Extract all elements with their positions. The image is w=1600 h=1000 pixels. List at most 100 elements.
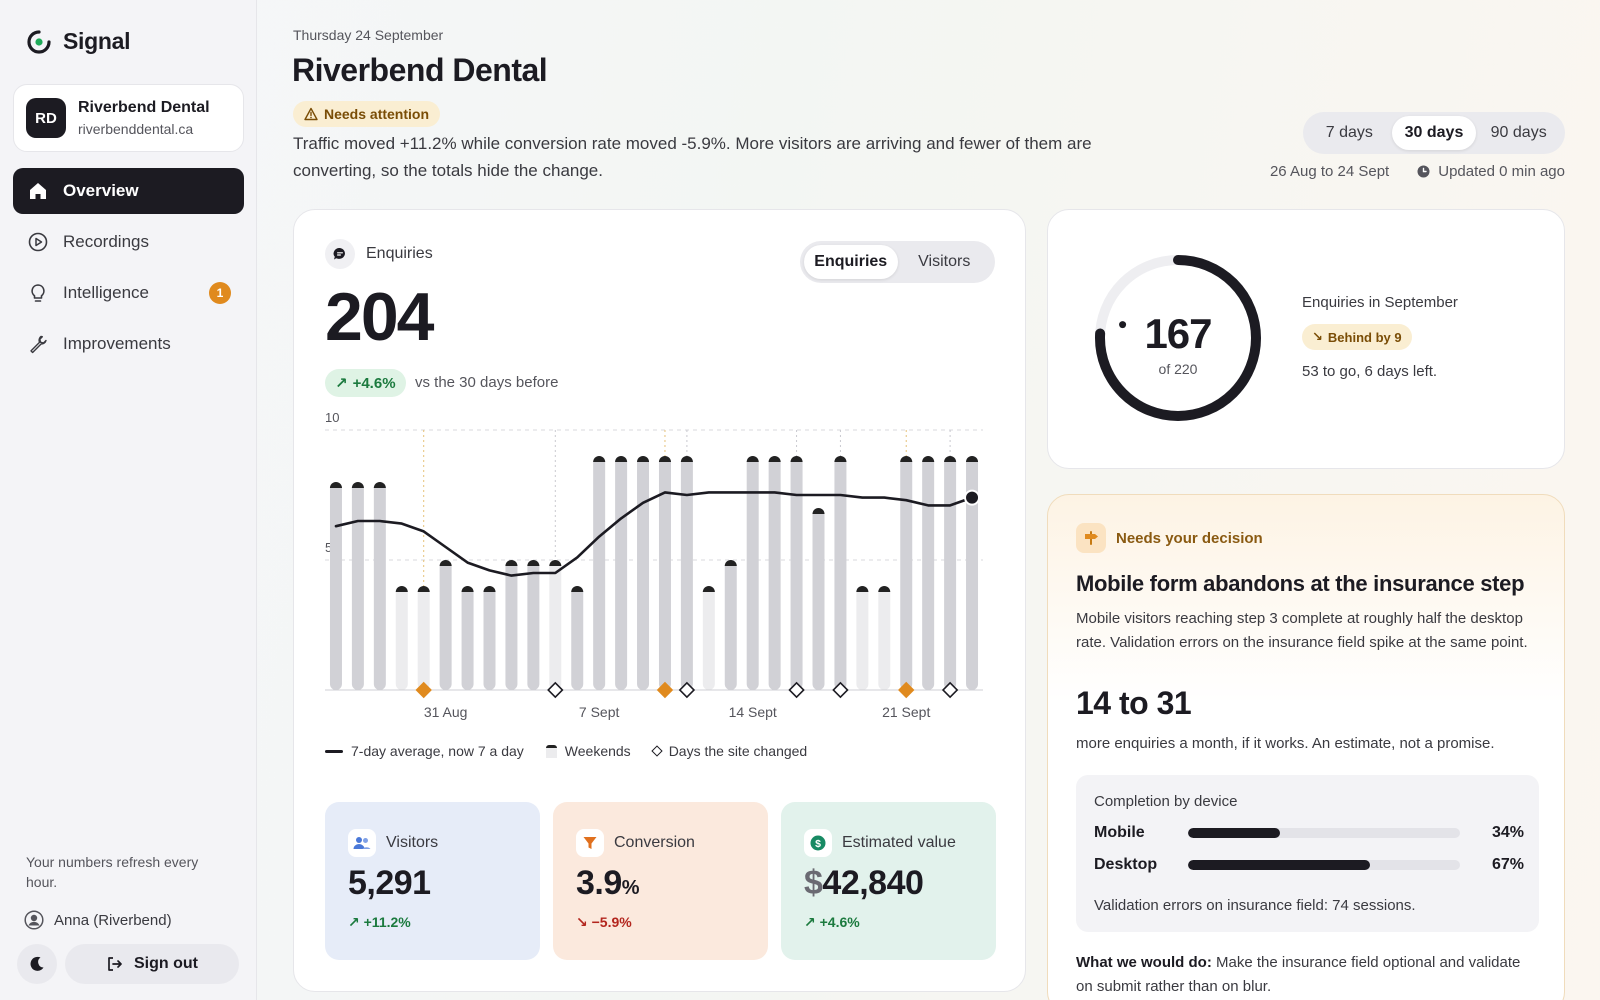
day-bar [637,456,650,690]
nav-item-overview[interactable]: Overview [13,168,244,214]
site-change-marker [547,681,564,699]
metric-toggle: Enquiries Visitors [800,241,995,283]
wrench-icon [27,333,49,355]
metric-delta: +4.6% [352,374,396,392]
arrow-down-right-icon: ↘ [576,914,588,930]
bar-cap [702,586,715,592]
legend-line-swatch [325,749,343,753]
theme-toggle-button[interactable] [17,944,57,984]
device-bar-desktop [1188,860,1371,870]
bar-cap [900,456,913,462]
play-circle-icon [27,231,49,253]
sidebar: Signal RD Riverbend Dental riverbenddent… [0,0,257,1000]
nav-item-recordings[interactable]: Recordings [13,219,244,265]
bar-cap [966,456,979,462]
day-bar [461,586,474,690]
weekend-bar [878,586,891,690]
device-track-desktop [1188,860,1460,870]
device-note: Validation errors on insurance field: 74… [1094,897,1416,914]
day-bar [329,482,342,690]
decision-header: Needs your decision [1076,523,1263,553]
x-tick-label: 21 Sept [882,704,930,720]
stat-delta-conversion: ↘ −5.9% [576,914,632,931]
stat-value-estimated-value: $42,840 [804,864,924,903]
updated-label: Updated 0 min ago [1438,163,1565,180]
bar-cap [593,456,606,462]
device-pct-mobile: 34% [1491,824,1524,841]
nav-label-improvements: Improvements [63,334,171,353]
x-tick-label: 31 Aug [424,704,468,720]
target-progress-ring: 167 of 220 [1095,255,1261,421]
stat-head-estimated-value: $ Estimated value [804,829,956,857]
decision-title: Mobile form abandons at the insurance st… [1076,571,1525,596]
range-option-90-days[interactable]: 90 days [1490,124,1547,141]
toggle-visitors[interactable]: Visitors [918,253,971,270]
stat-card-visitors[interactable]: Visitors 5,291 ↗ +11.2% [325,802,540,960]
nav-item-intelligence[interactable]: Intelligence 1 [13,270,244,316]
legend-weekend-swatch [545,744,557,758]
metric-delta-note: vs the 30 days before [415,374,559,391]
stat-delta-visitors-value: +11.2% [363,914,411,930]
status-label: Needs attention [324,106,430,122]
bar-cap [812,508,825,514]
day-bar [966,456,979,690]
day-bar [746,456,759,690]
intelligence-count-badge: 1 [209,282,231,304]
ring-progress-arc [1095,255,1261,421]
decision-tag: Needs your decision [1116,529,1263,547]
target-label: Enquiries in September [1302,294,1458,311]
y-tick-label: 10 [325,410,339,425]
dollar-icon: $ [804,829,832,857]
bar-cap [351,482,364,488]
signal-logo-icon [27,29,51,54]
device-name-desktop: Desktop [1094,856,1158,873]
bar-cap [329,482,342,488]
bar-cap [768,456,781,462]
bar-cap [505,560,518,566]
signpost-icon [1076,523,1106,553]
range-option-7-days[interactable]: 7 days [1325,124,1373,141]
app-logo[interactable]: Signal [26,28,131,55]
bar-cap [461,586,474,592]
toggle-enquiries[interactable]: Enquiries [804,245,898,279]
day-bar [593,456,606,690]
page-summary: Traffic moved +11.2% while conversion ra… [293,134,1092,180]
recommended-action: What we would do: Make the insurance fie… [1076,951,1538,999]
account-avatar: RD [26,98,66,138]
device-row-desktop: Desktop 67% [1094,855,1524,875]
stat-label-conversion: Conversion [614,834,695,851]
behind-badge: ↘ Behind by 9 [1302,324,1412,350]
legend-average: 7-day average, now 7 a day [325,743,524,759]
stat-card-conversion[interactable]: Conversion 3.9% ↘ −5.9% [553,802,768,960]
user-avatar-icon [24,910,44,930]
device-track-mobile [1188,828,1460,838]
bar-cap [856,586,869,592]
bar-cap [922,456,935,462]
weekend-bar [417,586,430,690]
stat-card-estimated-value[interactable]: $ Estimated value $42,840 ↗ +4.6% [781,802,996,960]
decision-card: Needs your decision Mobile form abandons… [1047,494,1565,1000]
metric-header: Enquiries [325,239,433,269]
arrow-up-right-icon: ↗ [335,375,348,392]
stat-delta-estimated-value: ↗ +4.6% [804,914,860,931]
ring-target-marker [1119,321,1127,329]
stat-label-estimated-value: Estimated value [842,834,956,851]
nav-item-improvements[interactable]: Improvements [13,321,244,367]
range-option-30-days[interactable]: 30 days [1391,116,1477,150]
site-change-marker [832,681,849,699]
weekend-bar [395,586,408,690]
app-name: Signal [63,28,131,54]
weekend-bar [702,586,715,690]
page-title: Riverbend Dental [292,52,548,88]
current-user[interactable]: Anna (Riverbend) [24,910,172,930]
sign-out-label: Sign out [134,955,198,972]
site-change-marker-orange [415,681,432,699]
header-date: Thursday 24 September [293,27,444,43]
target-value: 167 [1144,310,1211,357]
nav-label-recordings: Recordings [63,232,149,251]
bar-cap [746,456,759,462]
day-bar [373,482,386,690]
sign-out-button[interactable]: Sign out [65,944,239,984]
target-note: 53 to go, 6 days left. [1302,363,1438,380]
account-switcher[interactable]: RD Riverbend Dental riverbenddental.ca [13,84,244,152]
